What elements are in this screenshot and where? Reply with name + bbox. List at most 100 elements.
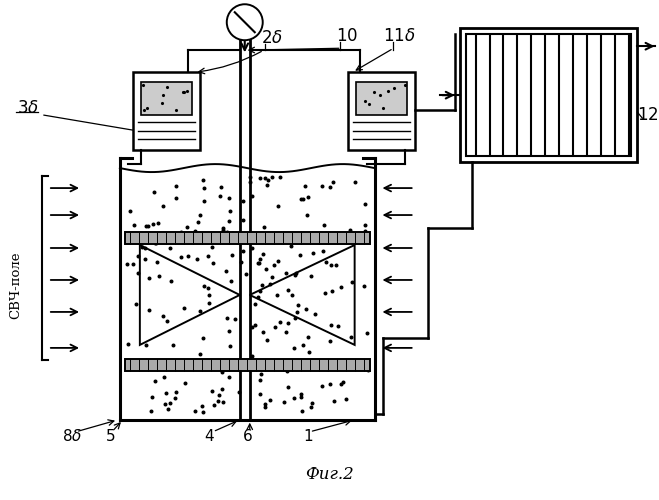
Point xyxy=(326,320,336,328)
Point xyxy=(227,228,238,236)
Point xyxy=(313,234,324,241)
Point xyxy=(225,342,236,350)
Point xyxy=(316,382,327,390)
Point xyxy=(132,252,143,260)
Point xyxy=(204,291,215,299)
Point xyxy=(176,228,186,236)
Text: СВЧ-поле: СВЧ-поле xyxy=(9,251,22,318)
Point xyxy=(215,192,225,200)
Point xyxy=(265,280,275,288)
Point xyxy=(331,261,341,269)
Point xyxy=(322,365,332,373)
Point xyxy=(150,238,161,246)
Point xyxy=(222,314,233,322)
Point xyxy=(287,292,297,300)
Point xyxy=(224,218,235,226)
Point xyxy=(269,262,279,270)
Point xyxy=(333,322,343,330)
Point xyxy=(198,196,209,204)
Point xyxy=(192,218,203,226)
Point xyxy=(254,255,265,263)
Text: $6$: $6$ xyxy=(243,428,253,444)
Point xyxy=(282,357,293,365)
Circle shape xyxy=(227,4,263,40)
Point xyxy=(258,328,268,336)
Point xyxy=(144,274,154,282)
Point xyxy=(161,389,171,397)
Bar xyxy=(356,82,407,115)
Point xyxy=(198,176,208,184)
Point xyxy=(255,376,266,384)
Point xyxy=(216,368,227,376)
Text: $2\delta$: $2\delta$ xyxy=(261,30,283,46)
Point xyxy=(208,258,218,266)
Point xyxy=(331,230,341,238)
Point xyxy=(150,378,161,386)
Point xyxy=(265,396,275,404)
Point xyxy=(140,254,150,262)
Point xyxy=(350,178,360,186)
Point xyxy=(203,252,214,260)
Point xyxy=(295,251,305,259)
Point xyxy=(346,333,357,341)
Point xyxy=(266,272,277,280)
Point xyxy=(298,341,308,349)
Point xyxy=(261,265,272,273)
Point xyxy=(336,282,347,290)
Point xyxy=(283,383,294,391)
Point xyxy=(180,380,190,388)
Point xyxy=(337,378,348,386)
Point xyxy=(217,398,228,406)
Point xyxy=(224,235,235,243)
Point xyxy=(324,337,335,345)
Point xyxy=(359,221,370,229)
Point xyxy=(179,304,190,312)
Point xyxy=(359,200,370,208)
Point xyxy=(257,280,268,288)
Point xyxy=(301,212,312,220)
Point xyxy=(301,305,311,313)
Point xyxy=(230,316,241,324)
Point xyxy=(125,208,135,216)
Point xyxy=(159,373,170,381)
Point xyxy=(347,278,357,285)
Point xyxy=(362,329,373,337)
Bar xyxy=(459,28,637,162)
Point xyxy=(281,328,292,336)
Point xyxy=(293,301,303,309)
Point xyxy=(207,387,217,395)
Point xyxy=(243,236,253,244)
Point xyxy=(298,195,308,203)
Text: $11\delta$: $11\delta$ xyxy=(384,28,416,44)
Point xyxy=(312,236,322,244)
Point xyxy=(258,250,268,258)
Point xyxy=(282,367,293,375)
Point xyxy=(306,272,316,280)
Point xyxy=(195,350,206,358)
Point xyxy=(163,405,174,413)
Point xyxy=(154,272,165,280)
Point xyxy=(290,272,301,280)
Text: $1$: $1$ xyxy=(302,428,313,444)
Point xyxy=(289,394,299,402)
Point xyxy=(259,224,270,232)
Point xyxy=(297,407,307,415)
Point xyxy=(208,401,219,409)
Point xyxy=(123,340,133,348)
Point xyxy=(194,210,205,218)
Point xyxy=(303,193,314,201)
Point xyxy=(325,380,335,388)
Text: $5$: $5$ xyxy=(105,428,115,444)
Bar xyxy=(348,72,415,150)
Point xyxy=(162,316,173,324)
Point xyxy=(148,220,158,228)
Point xyxy=(295,390,306,398)
Point xyxy=(226,278,237,285)
Point xyxy=(140,244,150,252)
Point xyxy=(272,202,283,210)
Point xyxy=(146,392,157,400)
Point xyxy=(247,323,258,331)
Point xyxy=(221,228,232,236)
Bar xyxy=(125,232,370,244)
Point xyxy=(270,323,280,331)
